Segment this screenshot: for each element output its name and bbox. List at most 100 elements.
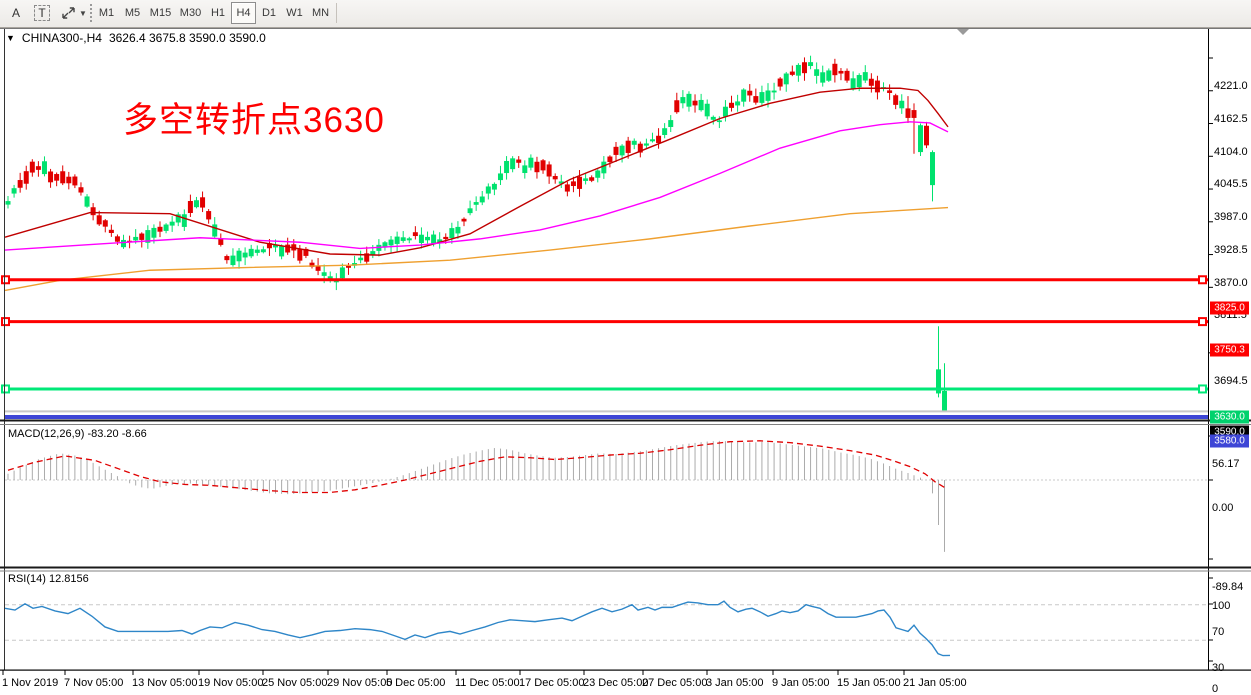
text-tool-label: A [11, 6, 20, 20]
date-label: 7 Nov 05:00 [64, 677, 124, 689]
candle-body [84, 196, 90, 207]
line-handle-right-3750.3[interactable] [1198, 317, 1207, 327]
candle-body [741, 89, 747, 102]
candle-body [918, 125, 923, 153]
timeframe-button-m15[interactable]: M15 [149, 7, 172, 19]
panel-separator-main-macd[interactable] [0, 419, 1251, 422]
timeframe-button-h1[interactable]: H1 [210, 7, 226, 19]
candle-body [60, 171, 66, 184]
candle-body [206, 211, 212, 220]
candle-body [339, 267, 345, 279]
candle-body [607, 156, 613, 163]
candle-body [856, 75, 862, 88]
candle-body [589, 177, 595, 181]
candle-body [552, 176, 558, 180]
candle-body [315, 265, 321, 271]
candle-body [54, 174, 60, 181]
candle-body [577, 176, 583, 189]
candle-body [601, 161, 607, 174]
candle-body [832, 63, 838, 76]
candle-body [309, 262, 315, 267]
candle-body [522, 165, 528, 174]
ma-mid-line [4, 121, 949, 251]
textbox-tool-button[interactable]: T [30, 2, 54, 24]
line-handle-left-3825[interactable] [1, 275, 10, 285]
candle-body [193, 200, 199, 208]
candle-body [862, 72, 868, 81]
chart-shift-marker[interactable] [957, 29, 969, 35]
candle-body [924, 125, 929, 146]
candle-body [528, 157, 534, 168]
candle-body [151, 227, 157, 238]
candle-body [771, 90, 777, 93]
candle-body [273, 244, 279, 248]
macd-histogram [7, 440, 945, 552]
price-tick-label: 3987.0 [1214, 211, 1248, 224]
candle-body [735, 101, 741, 106]
candle-body [406, 238, 412, 241]
candle-body [893, 95, 899, 105]
toolbar: A T ▼ M1 M5 M15 M30 H1 H4 D1 W1 MN [0, 0, 1251, 28]
candle-body [510, 158, 516, 170]
candle-body [327, 276, 333, 280]
candle-body [443, 236, 449, 240]
timeframe-button-w1[interactable]: W1 [286, 7, 303, 19]
candle-body [911, 110, 917, 118]
candle-body [491, 183, 497, 190]
rsi-tick-label: 0 [1212, 683, 1219, 695]
candle-body [364, 253, 370, 262]
price-badge-3580.0: 3580.0 [1210, 434, 1249, 448]
toolbar-grip[interactable] [90, 4, 92, 22]
candle-body [662, 128, 668, 136]
line-handle-right-3825[interactable] [1198, 275, 1207, 285]
line-handle-left-3750.3[interactable] [1, 317, 10, 327]
timeframe-button-h4[interactable]: H4 [231, 2, 256, 24]
cursor-tool-button[interactable]: ▼ [56, 2, 92, 24]
price-badge-3630.0: 3630.0 [1210, 410, 1249, 424]
panel-separator-main-macd-2 [0, 424, 1251, 425]
timeframe-button-mn[interactable]: MN [311, 7, 330, 19]
timeframe-button-m30[interactable]: M30 [179, 7, 202, 19]
candle-body [96, 215, 102, 225]
candle-body [643, 143, 649, 146]
price-tick-label: 4104.0 [1214, 145, 1248, 158]
candle-body [936, 369, 941, 394]
date-label: 11 Dec 05:00 [455, 677, 520, 689]
candle-body [358, 257, 364, 261]
candle-body [540, 160, 546, 171]
candle-body [820, 72, 826, 83]
candle-body [169, 221, 175, 226]
date-label: 21 Jan 05:00 [903, 677, 967, 689]
timeframe-button-m5[interactable]: M5 [124, 7, 141, 19]
timeframe-button-m1[interactable]: M1 [98, 7, 115, 19]
text-tool-button[interactable]: A [4, 2, 28, 24]
candle-body [157, 226, 163, 232]
candle-body [564, 184, 570, 192]
chart-canvas[interactable] [0, 28, 1251, 695]
candle-body [637, 143, 643, 153]
price-tick-label: 4221.0 [1214, 80, 1248, 92]
date-label: 27 Dec 05:00 [642, 677, 708, 689]
candle-body [108, 229, 114, 234]
macd-panel [5, 440, 1208, 552]
panel-separator-macd-rsi[interactable] [0, 566, 1251, 569]
candle-body [412, 232, 418, 237]
line-handle-right-3630[interactable] [1198, 384, 1207, 394]
candle-body [534, 161, 540, 173]
candle-body [558, 181, 564, 184]
price-tick-label: 3694.5 [1214, 374, 1248, 387]
candle-body [449, 228, 455, 239]
date-label: 1 Nov 2019 [2, 677, 59, 689]
candle-body [930, 152, 935, 186]
candle-body [789, 71, 795, 75]
candle-body [145, 230, 151, 243]
candle-body [218, 238, 224, 245]
candles-layer [5, 55, 947, 412]
timeframe-button-d1[interactable]: D1 [261, 7, 277, 19]
chart-symbol-period: CHINA300-,H4 [21, 31, 102, 45]
line-handle-left-3630[interactable] [1, 384, 10, 394]
candle-body [680, 97, 686, 104]
candle-body [5, 201, 11, 205]
date-label: 29 Nov 05:00 [327, 677, 393, 689]
textbox-tool-label: T [34, 5, 50, 21]
